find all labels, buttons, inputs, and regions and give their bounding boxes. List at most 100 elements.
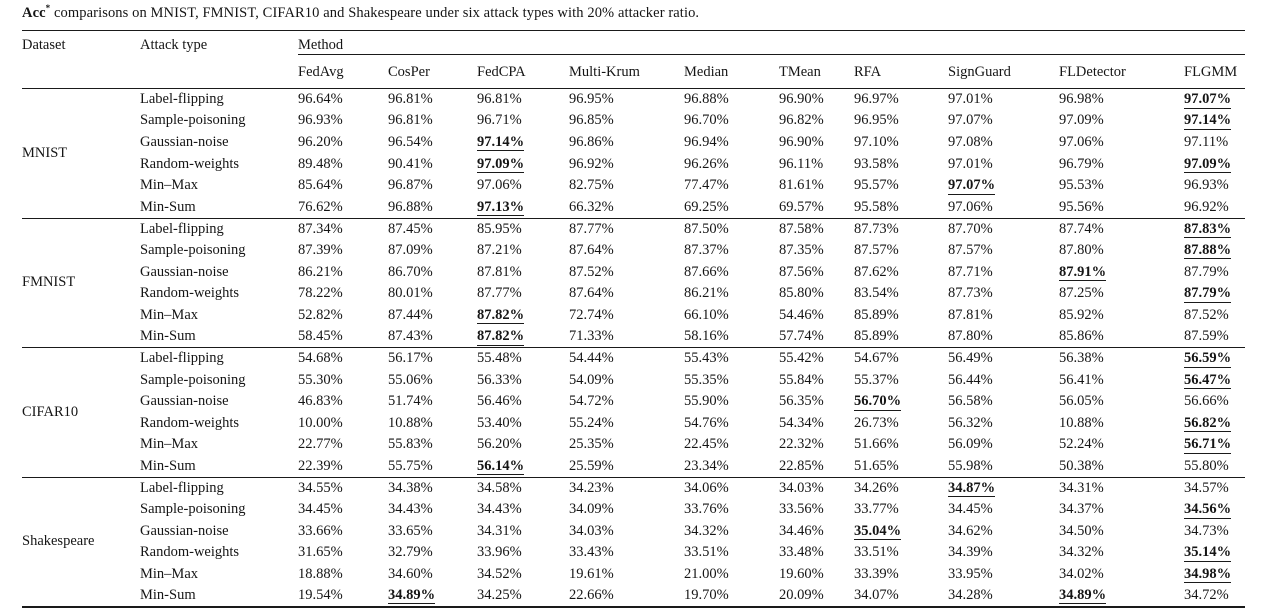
value-cell-tmean: 96.90% <box>779 133 824 150</box>
attack-type-label: Sample-poisoning <box>140 112 246 129</box>
value-cell-median: 55.90% <box>684 393 729 410</box>
value-cell-cosper: 96.54% <box>388 133 433 150</box>
value-cell-fldetector: 50.38% <box>1059 457 1104 474</box>
value-cell-fedcpa: 97.14% <box>477 132 569 154</box>
value-cell-tmean: 34.46% <box>779 522 824 539</box>
value-cell-rfa: 33.51% <box>854 544 899 561</box>
attack-type-label: Min-Sum <box>140 328 196 345</box>
value-cell-tmean: 87.58% <box>779 217 854 240</box>
value-cell-fedavg: 55.30% <box>298 371 343 388</box>
value-cell-flgmm: 56.59% <box>1184 347 1246 370</box>
col-header-method-rfa: RFA <box>854 54 948 89</box>
attack-type-label: Label-flipping <box>140 347 298 370</box>
attack-type-label: Label-flipping <box>140 88 298 111</box>
value-cell-signguard: 34.39% <box>948 544 993 561</box>
dataset-label-fmnist: FMNIST <box>22 217 140 348</box>
value-cell-fedavg: 78.22% <box>298 285 343 302</box>
best-value: 97.09% <box>1184 155 1232 174</box>
value-cell-signguard: 87.73% <box>948 285 993 302</box>
value-cell-median: 96.70% <box>684 112 729 129</box>
col-header-method-signguard: SignGuard <box>948 54 1059 89</box>
value-cell-tmean: 57.74% <box>779 328 824 345</box>
value-cell-fldetector: 34.02% <box>1059 565 1104 582</box>
table-row: CIFAR10 Label-flipping 54.68% 56.17% 55.48% 5… <box>22 347 1246 478</box>
value-cell-signguard: 97.07% <box>948 112 993 129</box>
table-row: Gaussian-noise 33.66% 33.65% 34.31% 34.03% 34… <box>22 520 1245 542</box>
table-row: Sample-poisoning 34.45% 34.43% 34.43% 34.09%… <box>22 499 1245 521</box>
attack-type-label: Random-weights <box>140 155 240 172</box>
value-cell-tmean: 22.85% <box>779 457 824 474</box>
value-cell-flgmm: 34.98% <box>1184 564 1245 586</box>
value-cell-median: 22.45% <box>684 436 729 453</box>
table-row: Min-Sum 58.45% 87.43% 87.82% 71.33% 58.16% 57.… <box>22 326 1245 348</box>
attack-type-label: Sample-poisoning <box>140 241 246 258</box>
value-cell-fedavg: 96.93% <box>298 112 343 129</box>
value-cell-fedcpa: 55.48% <box>477 347 569 370</box>
value-cell-cosper: 96.81% <box>388 88 477 111</box>
value-cell-fedavg: 85.64% <box>298 177 343 194</box>
value-cell-flgmm: 34.56% <box>1184 499 1245 521</box>
value-cell-median: 66.10% <box>684 306 729 323</box>
attack-type-label: Sample-poisoning <box>140 501 246 518</box>
value-cell-rfa: 54.67% <box>854 347 948 370</box>
value-cell-rfa: 96.95% <box>854 112 899 129</box>
value-cell-signguard: 56.44% <box>948 371 993 388</box>
value-cell-fldetector: 97.09% <box>1059 112 1104 129</box>
value-cell-median: 19.70% <box>684 586 729 603</box>
value-cell-tmean: 56.35% <box>779 393 824 410</box>
value-cell-rfa: 93.58% <box>854 155 899 172</box>
table-row: Gaussian-noise 96.20% 96.54% 97.14% 96.86% 96… <box>22 132 1245 154</box>
value-cell-flgmm: 87.59% <box>1184 328 1229 345</box>
value-cell-fedavg: 46.83% <box>298 393 343 410</box>
value-cell-rfa: 33.39% <box>854 565 899 582</box>
best-value: 97.07% <box>948 177 996 195</box>
value-cell-tmean: 87.56% <box>779 263 824 280</box>
best-value: 97.09% <box>477 155 525 174</box>
attack-type-label: Label-flipping <box>140 476 298 499</box>
best-value: 56.59% <box>1184 350 1232 368</box>
best-value: 56.71% <box>1184 436 1232 454</box>
attack-type-label: Min–Max <box>140 177 198 194</box>
value-cell-flgmm: 97.09% <box>1184 153 1245 175</box>
best-value: 87.91% <box>1059 263 1107 282</box>
attack-type-label: Min-Sum <box>140 198 196 215</box>
attack-type-label: Gaussian-noise <box>140 133 229 150</box>
value-cell-multi-krum: 34.09% <box>569 501 614 518</box>
table-row: Sample-poisoning 87.39% 87.09% 87.21% 87.64%… <box>22 240 1245 262</box>
value-cell-multi-krum: 96.86% <box>569 133 614 150</box>
table-row: Random-weights 31.65% 32.79% 33.96% 33.43% 33… <box>22 542 1245 564</box>
value-cell-signguard: 87.70% <box>948 217 1059 240</box>
value-cell-multi-krum: 25.59% <box>569 457 614 474</box>
col-header-method-fldetector: FLDetector <box>1059 54 1184 89</box>
best-value: 87.83% <box>1184 220 1232 239</box>
value-cell-fedavg: 76.62% <box>298 198 343 215</box>
table-body: MNIST Label-flipping 96.64% 96.81% 96.81% 96.… <box>22 88 1246 607</box>
value-cell-rfa: 35.04% <box>854 520 948 542</box>
value-cell-fedcpa: 34.58% <box>477 476 569 499</box>
table-row: Gaussian-noise 46.83% 51.74% 56.46% 54.72% 55… <box>22 391 1245 413</box>
value-cell-fedavg: 87.34% <box>298 217 388 240</box>
value-cell-rfa: 85.89% <box>854 306 899 323</box>
value-cell-median: 34.06% <box>684 476 779 499</box>
value-cell-median: 54.76% <box>684 414 729 431</box>
value-cell-rfa: 51.65% <box>854 457 899 474</box>
value-cell-multi-krum: 87.77% <box>569 217 684 240</box>
value-cell-fedavg: 87.39% <box>298 241 343 258</box>
value-cell-rfa: 85.89% <box>854 328 899 345</box>
value-cell-multi-krum: 71.33% <box>569 328 614 345</box>
value-cell-fedavg: 22.77% <box>298 436 343 453</box>
value-cell-signguard: 97.06% <box>948 198 993 215</box>
value-cell-multi-krum: 54.44% <box>569 347 684 370</box>
value-cell-fldetector: 87.25% <box>1059 285 1104 302</box>
value-cell-median: 58.16% <box>684 328 729 345</box>
col-header-method-median: Median <box>684 54 779 89</box>
value-cell-fedavg: 10.00% <box>298 414 343 431</box>
value-cell-flgmm: 34.73% <box>1184 522 1229 539</box>
value-cell-rfa: 34.26% <box>854 476 948 499</box>
col-header-method-flgmm: FLGMM <box>1184 54 1246 89</box>
value-cell-fldetector: 85.86% <box>1059 328 1104 345</box>
best-value: 87.88% <box>1184 241 1232 260</box>
value-cell-fedcpa: 87.82% <box>477 304 569 326</box>
value-cell-signguard: 97.08% <box>948 133 993 150</box>
value-cell-fedavg: 54.68% <box>298 347 388 370</box>
